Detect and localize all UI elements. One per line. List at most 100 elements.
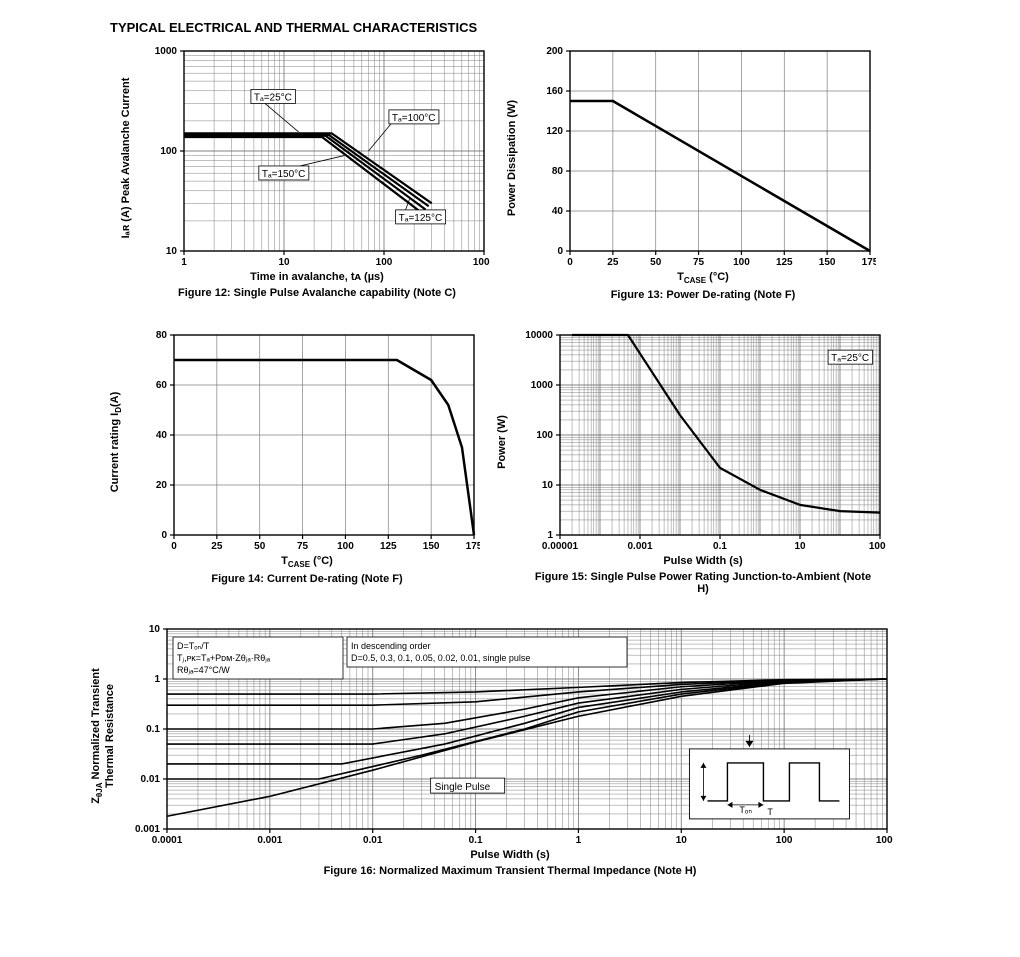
svg-text:0.001: 0.001 (135, 824, 160, 835)
svg-text:1: 1 (547, 530, 553, 541)
svg-text:120: 120 (546, 126, 563, 137)
row-1: Iₐʀ (A) Peak Avalanche Current 110100100… (20, 45, 1000, 301)
svg-text:1: 1 (181, 257, 187, 268)
svg-text:50: 50 (254, 541, 266, 552)
fig15-plotbox: Power (W) 0.000010.0010.1101000110100100… (520, 329, 886, 555)
svg-text:10: 10 (542, 480, 554, 491)
svg-text:10: 10 (278, 257, 290, 268)
svg-text:0.1: 0.1 (469, 835, 483, 846)
svg-text:0: 0 (567, 257, 573, 268)
svg-text:0.00001: 0.00001 (542, 541, 579, 552)
svg-text:25: 25 (211, 541, 223, 552)
fig15-xlabel: Pulse Width (s) (663, 555, 742, 567)
svg-text:Rθⱼₐ=47°C/W: Rθⱼₐ=47°C/W (177, 665, 230, 675)
svg-text:Tₒₙ: Tₒₙ (739, 805, 752, 815)
fig15-caption: Figure 15: Single Pulse Power Rating Jun… (533, 571, 873, 595)
fig16-panel: ZθJA Normalized TransientThermal Resista… (127, 623, 893, 877)
svg-text:0.001: 0.001 (257, 835, 282, 846)
fig12-ylabel: Iₐʀ (A) Peak Avalanche Current (120, 78, 132, 239)
fig14-svg: 0 25 50 75 100 125 150 175 0 20 40 60 80 (134, 329, 480, 555)
svg-text:0.0001: 0.0001 (152, 835, 183, 846)
svg-text:10: 10 (794, 541, 806, 552)
svg-text:0: 0 (557, 246, 563, 257)
svg-text:Single Pulse: Single Pulse (435, 782, 491, 793)
svg-text:1000: 1000 (473, 257, 490, 268)
svg-text:100: 100 (160, 146, 177, 157)
fig14-ylabel: Current rating ID(A) (109, 392, 123, 493)
fig15-svg: 0.00001 0.001 0.1 10 1000 1 10 100 1000 10000 Tₐ=2… (520, 329, 886, 555)
svg-text:60: 60 (156, 380, 168, 391)
fig15-ylabel: Power (W) (496, 415, 508, 469)
svg-text:125: 125 (776, 257, 793, 268)
svg-text:10: 10 (676, 835, 688, 846)
svg-text:40: 40 (552, 206, 564, 217)
svg-text:100: 100 (776, 835, 793, 846)
svg-text:175: 175 (466, 541, 480, 552)
svg-text:10: 10 (166, 246, 178, 257)
svg-text:0.1: 0.1 (146, 724, 160, 735)
row-3: ZθJA Normalized TransientThermal Resista… (20, 623, 1000, 877)
svg-text:10000: 10000 (525, 330, 553, 341)
svg-text:150: 150 (819, 257, 836, 268)
svg-text:75: 75 (297, 541, 309, 552)
fig16-ylabel: ZθJA Normalized TransientThermal Resista… (90, 668, 116, 804)
svg-text:160: 160 (546, 86, 563, 97)
svg-text:200: 200 (546, 46, 563, 57)
svg-text:25: 25 (607, 257, 619, 268)
fig12-xlabel: Time in avalanche, tᴀ (µs) (250, 271, 384, 283)
svg-text:1000: 1000 (876, 835, 893, 846)
svg-text:Tₐ=125°C: Tₐ=125°C (399, 213, 443, 224)
fig12-plotbox: Iₐʀ (A) Peak Avalanche Current 110100100… (144, 45, 490, 271)
svg-text:80: 80 (156, 330, 168, 341)
svg-text:125: 125 (380, 541, 397, 552)
fig16-xlabel: Pulse Width (s) (470, 849, 549, 861)
svg-text:150: 150 (423, 541, 440, 552)
fig13-ylabel: Power Dissipation (W) (506, 100, 518, 216)
svg-text:100: 100 (337, 541, 354, 552)
fig14-panel: Current rating ID(A) 0255075100125150175… (134, 329, 480, 595)
svg-text:40: 40 (156, 430, 168, 441)
svg-text:0.001: 0.001 (627, 541, 652, 552)
svg-text:100: 100 (733, 257, 750, 268)
svg-text:0: 0 (161, 530, 167, 541)
fig13-plotbox: Power Dissipation (W) 025507510012515017… (530, 45, 876, 271)
fig15-panel: Power (W) 0.000010.0010.1101000110100100… (520, 329, 886, 595)
svg-text:1: 1 (576, 835, 582, 846)
fig14-xlabel: TCASE (°C) (281, 555, 333, 569)
fig16-caption: Figure 16: Normalized Maximum Transient … (324, 865, 697, 877)
fig14-caption: Figure 14: Current De-rating (Note F) (211, 573, 402, 585)
row-2: Current rating ID(A) 0255075100125150175… (20, 329, 1000, 595)
fig12-caption: Figure 12: Single Pulse Avalanche capabi… (178, 287, 456, 299)
fig13-caption: Figure 13: Power De-rating (Note F) (611, 289, 796, 301)
fig13-panel: Power Dissipation (W) 025507510012515017… (530, 45, 876, 301)
svg-text:D=0.5, 0.3, 0.1, 0.05, 0.02, 0: D=0.5, 0.3, 0.1, 0.05, 0.02, 0.01, singl… (351, 653, 530, 663)
svg-text:50: 50 (650, 257, 662, 268)
svg-text:0.01: 0.01 (363, 835, 383, 846)
svg-text:100: 100 (536, 430, 553, 441)
fig16-svg: 0.00010.0010.010.111010010000.0010.010.1… (127, 623, 893, 849)
svg-text:1000: 1000 (155, 46, 178, 57)
svg-text:0.01: 0.01 (141, 774, 161, 785)
svg-text:20: 20 (156, 480, 168, 491)
fig12-svg: 1101001000101001000Tₐ=25°CTₐ=100°CTₐ=150… (144, 45, 490, 271)
svg-text:0: 0 (171, 541, 177, 552)
svg-text:10: 10 (149, 624, 161, 635)
svg-text:T: T (767, 807, 773, 817)
svg-text:Tₐ=100°C: Tₐ=100°C (392, 113, 436, 124)
fig13-svg: 025507510012515017504080120160200 (530, 45, 876, 271)
svg-text:Tₐ=150°C: Tₐ=150°C (262, 169, 306, 180)
fig12-panel: Iₐʀ (A) Peak Avalanche Current 110100100… (144, 45, 490, 301)
svg-text:In descending order: In descending order (351, 641, 431, 651)
svg-text:175: 175 (862, 257, 876, 268)
page-title: TYPICAL ELECTRICAL AND THERMAL CHARACTER… (110, 20, 1000, 35)
svg-text:1: 1 (154, 674, 160, 685)
svg-text:Tₐ=25°C: Tₐ=25°C (831, 353, 869, 364)
svg-text:0.1: 0.1 (713, 541, 727, 552)
fig14-plotbox: Current rating ID(A) 0255075100125150175… (134, 329, 480, 555)
svg-text:Tⱼ,ᴘᴋ=Tₐ+Pᴅᴍ·Zθⱼₐ·Rθⱼₐ: Tⱼ,ᴘᴋ=Tₐ+Pᴅᴍ·Zθⱼₐ·Rθⱼₐ (177, 653, 271, 663)
svg-text:100: 100 (376, 257, 393, 268)
svg-text:1000: 1000 (869, 541, 886, 552)
fig16-plotbox: ZθJA Normalized TransientThermal Resista… (127, 623, 893, 849)
svg-text:Tₐ=25°C: Tₐ=25°C (254, 92, 292, 103)
svg-text:1000: 1000 (531, 380, 554, 391)
